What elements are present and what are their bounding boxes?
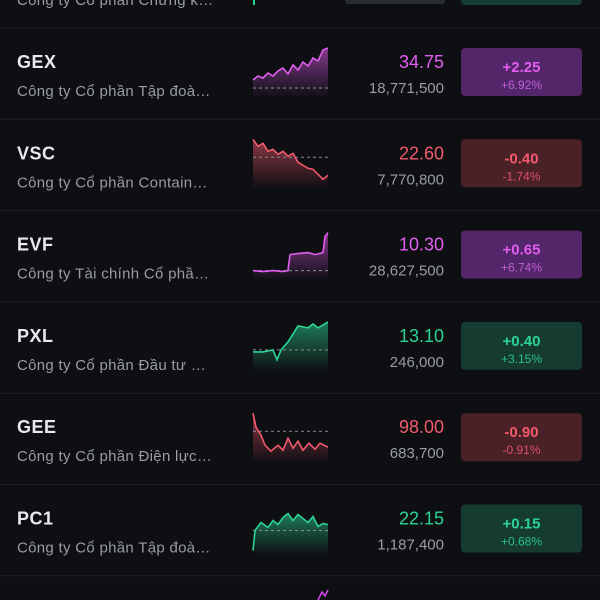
change: +2.25	[503, 59, 541, 76]
price: 34.75	[399, 52, 444, 72]
volume: 28,627,500	[369, 263, 444, 280]
change-percent: +0.68%	[501, 535, 542, 549]
sparkline	[252, 413, 329, 453]
change-percent: +3.15%	[501, 352, 542, 366]
company-name: Công ty Cổ phần Tập đoà…	[17, 540, 211, 557]
sparkline	[253, 321, 329, 363]
sparkline	[252, 138, 329, 181]
company-name: Công ty Tài chính Cổ phầ…	[17, 266, 209, 283]
volume-highlight	[345, 0, 445, 4]
price: 22.60	[399, 143, 444, 163]
ticker: GEE	[17, 417, 57, 437]
change: +0.40	[503, 333, 541, 350]
sparkline-area	[253, 321, 328, 372]
ticker: VSC	[17, 143, 56, 163]
sparkline	[317, 589, 329, 600]
change-percent: -0.91%	[502, 443, 540, 457]
company-name: Công ty Cổ phần Điện lực…	[17, 448, 212, 465]
change: +0.15	[503, 516, 541, 533]
sparkline	[252, 512, 329, 551]
price: 22.15	[399, 509, 444, 529]
change: -0.40	[504, 150, 538, 167]
company-name: Công ty Cổ phần Contain…	[17, 174, 208, 191]
price: 98.00	[399, 417, 444, 437]
sparkline-area	[253, 513, 328, 555]
volume: 1,187,400	[377, 537, 444, 554]
volume: 246,000	[390, 354, 444, 371]
company-name: Công ty Cổ phần Chứng k…	[17, 0, 214, 9]
change-percent: +6.92%	[501, 78, 542, 92]
price: 10.30	[399, 235, 444, 255]
change: +0.65	[503, 242, 541, 259]
change-badge[interactable]	[461, 48, 582, 96]
ticker: PXL	[17, 326, 54, 346]
change-badge[interactable]	[461, 139, 582, 188]
change-percent: +6.74%	[501, 261, 542, 275]
price: 13.10	[399, 326, 444, 346]
ticker: PC1	[17, 509, 54, 529]
ticker: GEX	[17, 52, 57, 72]
change: -0.90	[504, 424, 538, 441]
company-name: Công ty Cổ phần Đầu tư …	[17, 357, 206, 374]
volume: 18,771,500	[369, 80, 444, 97]
change-percent: -1.74%	[502, 169, 540, 183]
sparkline-area	[253, 48, 328, 98]
ticker: EVF	[17, 235, 54, 255]
change-badge[interactable]	[461, 504, 582, 553]
sparkline	[252, 232, 329, 273]
change-badge[interactable]	[461, 230, 582, 279]
company-name: Công ty Cổ phần Tập đoà…	[17, 83, 211, 100]
volume: 683,700	[390, 445, 444, 462]
change-badge[interactable]	[461, 413, 582, 462]
sparkline-area	[253, 139, 328, 190]
volume: 7,770,800	[377, 171, 444, 188]
sparkline	[252, 47, 329, 81]
change-badge[interactable]	[461, 321, 582, 370]
change-badge	[461, 0, 582, 5]
